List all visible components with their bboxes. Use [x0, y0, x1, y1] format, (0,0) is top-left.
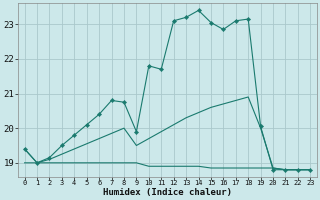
X-axis label: Humidex (Indice chaleur): Humidex (Indice chaleur): [103, 188, 232, 197]
